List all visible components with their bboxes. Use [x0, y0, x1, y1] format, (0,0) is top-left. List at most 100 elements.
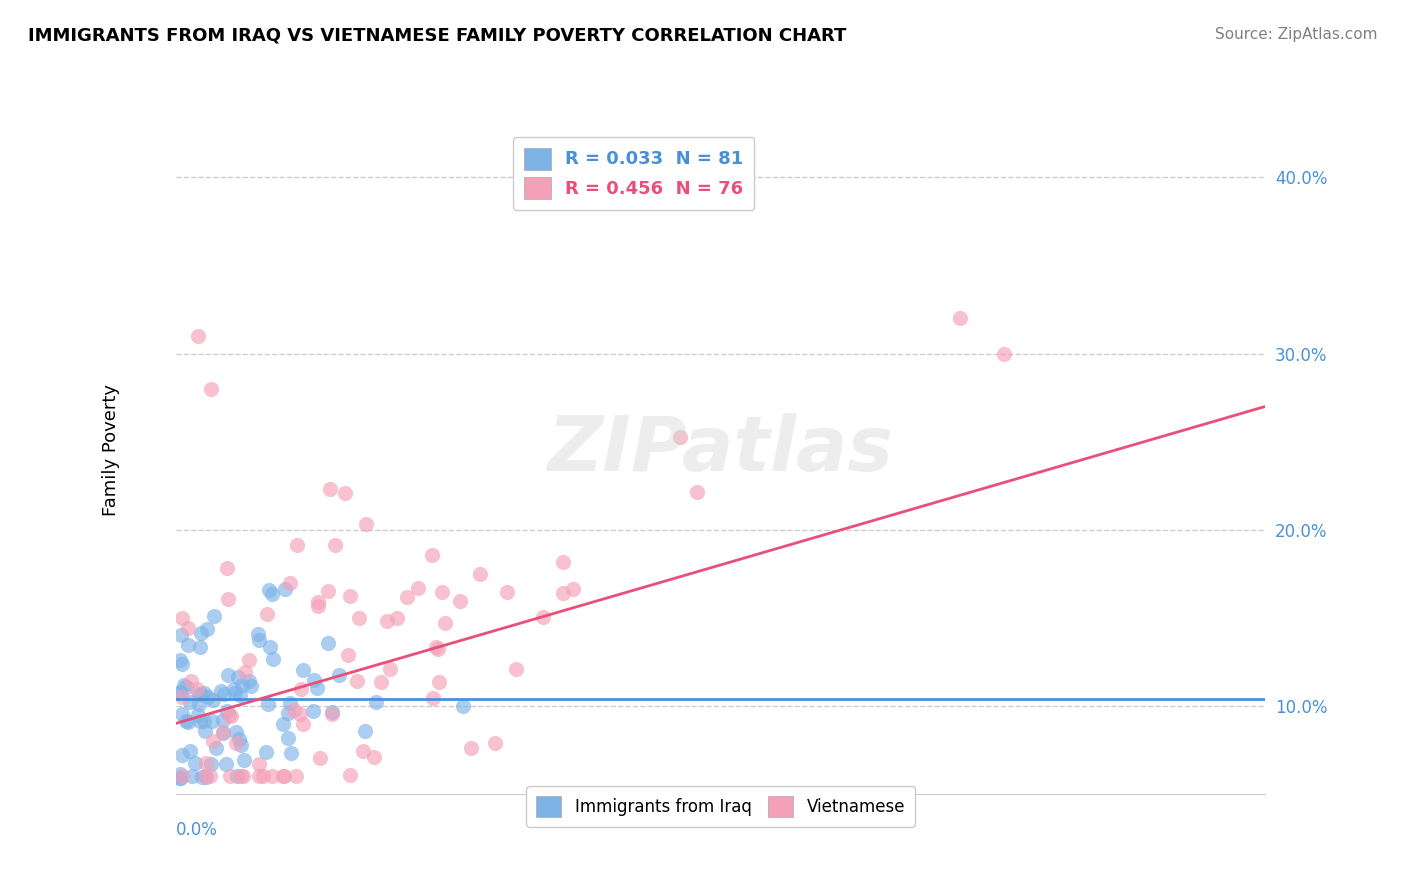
- Immigrants from Iraq: [291, 664, 314, 678]
- Immigrants from Iraq: [181, 769, 204, 783]
- Immigrants from Iraq: [226, 669, 249, 683]
- Immigrants from Iraq: [202, 609, 225, 624]
- Immigrants from Iraq: [233, 753, 256, 767]
- Vietnamese: [219, 708, 242, 723]
- Immigrants from Iraq: [204, 740, 226, 755]
- Vietnamese: [229, 769, 252, 783]
- Vietnamese: [430, 585, 453, 599]
- Vietnamese: [363, 749, 385, 764]
- Immigrants from Iraq: [256, 697, 278, 711]
- Immigrants from Iraq: [174, 714, 197, 728]
- Vietnamese: [194, 769, 217, 783]
- Vietnamese: [425, 640, 447, 654]
- Vietnamese: [219, 769, 242, 783]
- Immigrants from Iraq: [169, 685, 191, 699]
- Immigrants from Iraq: [209, 684, 232, 698]
- Immigrants from Iraq: [183, 756, 205, 770]
- Immigrants from Iraq: [197, 622, 219, 636]
- Vietnamese: [212, 725, 235, 739]
- Vietnamese: [427, 674, 450, 689]
- Vietnamese: [284, 769, 307, 783]
- Immigrants from Iraq: [191, 770, 214, 784]
- Vietnamese: [177, 622, 200, 636]
- Vietnamese: [180, 674, 202, 689]
- Immigrants from Iraq: [193, 714, 215, 729]
- Immigrants from Iraq: [451, 698, 474, 713]
- Immigrants from Iraq: [215, 756, 238, 771]
- Immigrants from Iraq: [240, 679, 263, 693]
- Vietnamese: [232, 769, 254, 783]
- Vietnamese: [449, 594, 471, 608]
- Immigrants from Iraq: [187, 698, 209, 712]
- Vietnamese: [422, 690, 444, 705]
- Vietnamese: [380, 662, 402, 676]
- Vietnamese: [172, 690, 194, 704]
- Y-axis label: Family Poverty: Family Poverty: [103, 384, 120, 516]
- Vietnamese: [290, 707, 312, 722]
- Immigrants from Iraq: [212, 687, 235, 701]
- Immigrants from Iraq: [280, 746, 302, 760]
- Immigrants from Iraq: [177, 715, 200, 730]
- Immigrants from Iraq: [194, 723, 217, 738]
- Vietnamese: [186, 682, 208, 697]
- Immigrants from Iraq: [228, 731, 250, 746]
- Immigrants from Iraq: [305, 681, 328, 695]
- Vietnamese: [420, 548, 443, 562]
- Immigrants from Iraq: [195, 770, 218, 784]
- Immigrants from Iraq: [259, 640, 281, 655]
- Immigrants from Iraq: [257, 582, 280, 597]
- Vietnamese: [202, 734, 225, 748]
- Vietnamese: [470, 567, 492, 582]
- Vietnamese: [427, 641, 450, 656]
- Immigrants from Iraq: [229, 689, 252, 703]
- Immigrants from Iraq: [169, 771, 191, 785]
- Immigrants from Iraq: [172, 657, 194, 671]
- Point: [949, 311, 972, 326]
- Vietnamese: [278, 575, 301, 590]
- Immigrants from Iraq: [277, 706, 299, 720]
- Vietnamese: [172, 769, 194, 783]
- Vietnamese: [336, 648, 359, 662]
- Vietnamese: [256, 607, 278, 621]
- Vietnamese: [247, 769, 270, 783]
- Immigrants from Iraq: [215, 704, 238, 718]
- Vietnamese: [321, 707, 343, 722]
- Vietnamese: [505, 662, 527, 676]
- Vietnamese: [352, 744, 374, 758]
- Immigrants from Iraq: [211, 713, 233, 727]
- Legend: Immigrants from Iraq, Vietnamese: Immigrants from Iraq, Vietnamese: [526, 787, 915, 827]
- Immigrants from Iraq: [176, 680, 198, 694]
- Vietnamese: [395, 590, 418, 604]
- Vietnamese: [496, 585, 519, 599]
- Vietnamese: [551, 555, 574, 569]
- Immigrants from Iraq: [225, 725, 247, 739]
- Immigrants from Iraq: [217, 668, 239, 682]
- Immigrants from Iraq: [271, 716, 294, 731]
- Vietnamese: [385, 611, 408, 625]
- Vietnamese: [686, 485, 709, 500]
- Point: [993, 346, 1015, 360]
- Immigrants from Iraq: [353, 723, 375, 738]
- Immigrants from Iraq: [190, 687, 212, 701]
- Vietnamese: [433, 615, 456, 630]
- Vietnamese: [195, 756, 218, 770]
- Immigrants from Iraq: [262, 652, 284, 666]
- Immigrants from Iraq: [321, 705, 343, 719]
- Vietnamese: [347, 611, 370, 625]
- Vietnamese: [339, 767, 361, 781]
- Immigrants from Iraq: [201, 714, 224, 728]
- Vietnamese: [531, 610, 554, 624]
- Immigrants from Iraq: [173, 678, 195, 692]
- Vietnamese: [235, 665, 257, 680]
- Immigrants from Iraq: [176, 638, 198, 652]
- Text: 0.0%: 0.0%: [176, 822, 218, 839]
- Vietnamese: [308, 751, 330, 765]
- Text: ZIPatlas: ZIPatlas: [547, 414, 894, 487]
- Immigrants from Iraq: [225, 769, 247, 783]
- Vietnamese: [323, 538, 346, 552]
- Text: IMMIGRANTS FROM IRAQ VS VIETNAMESE FAMILY POVERTY CORRELATION CHART: IMMIGRANTS FROM IRAQ VS VIETNAMESE FAMIL…: [28, 27, 846, 45]
- Immigrants from Iraq: [247, 632, 270, 647]
- Immigrants from Iraq: [231, 738, 253, 752]
- Immigrants from Iraq: [169, 767, 191, 781]
- Immigrants from Iraq: [170, 747, 193, 762]
